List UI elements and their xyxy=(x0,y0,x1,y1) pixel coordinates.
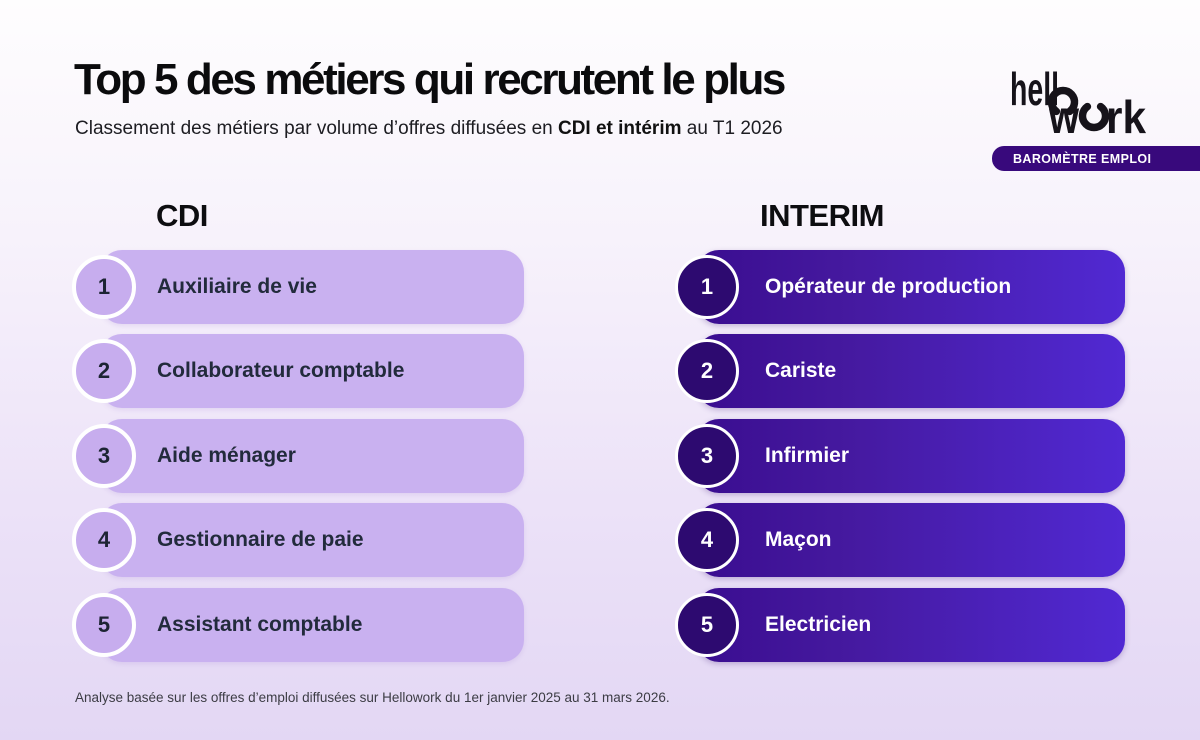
cdi-rank-row-2: Collaborateur comptable 2 xyxy=(72,334,524,408)
job-label: Collaborateur comptable xyxy=(157,359,405,382)
job-label: Auxiliaire de vie xyxy=(157,275,317,298)
rank-bar: Electricien xyxy=(697,588,1125,662)
rank-number-badge: 4 xyxy=(72,508,136,572)
rank-bar: Aide ménager xyxy=(100,419,524,493)
job-label: Gestionnaire de paie xyxy=(157,528,364,551)
rank-bar: Opérateur de production xyxy=(697,250,1125,324)
page-title: Top 5 des métiers qui recrutent le plus xyxy=(74,55,786,104)
rank-bar: Assistant comptable xyxy=(100,588,524,662)
rank-number-badge: 2 xyxy=(72,339,136,403)
logo-o-ring-top-icon xyxy=(1047,86,1079,116)
rank-bar: Collaborateur comptable xyxy=(100,334,524,408)
subtitle-suffix: au T1 2026 xyxy=(681,118,783,139)
barometre-emploi-badge: BAROMÈTRE EMPLOI xyxy=(992,146,1200,171)
cdi-rank-row-1: Auxiliaire de vie 1 xyxy=(72,250,524,324)
interim-rank-row-3: Infirmier 3 xyxy=(675,419,1125,493)
interim-rank-row-2: Cariste 2 xyxy=(675,334,1125,408)
rank-number-badge: 3 xyxy=(72,424,136,488)
job-label: Assistant comptable xyxy=(157,613,363,636)
rank-number-badge: 5 xyxy=(675,593,739,657)
rank-bar: Gestionnaire de paie xyxy=(100,503,524,577)
interim-rank-row-4: Maçon 4 xyxy=(675,503,1125,577)
rank-number-badge: 3 xyxy=(675,424,739,488)
rank-number-badge: 2 xyxy=(675,339,739,403)
rank-bar: Cariste xyxy=(697,334,1125,408)
interim-rank-row-1: Opérateur de production 1 xyxy=(675,250,1125,324)
job-label: Infirmier xyxy=(765,444,850,467)
subtitle-bold: CDI et intérim xyxy=(557,118,682,139)
job-label: Aide ménager xyxy=(157,444,296,467)
job-label: Electricien xyxy=(765,613,872,636)
hellowork-logo-icon: hell w rk xyxy=(1010,63,1146,142)
page-subtitle: Classement des métiers par volume d’offr… xyxy=(75,118,783,140)
rank-bar: Infirmier xyxy=(697,419,1125,493)
cdi-column-title: CDI xyxy=(156,198,208,233)
cdi-rank-row-3: Aide ménager 3 xyxy=(72,419,524,493)
cdi-rank-row-5: Assistant comptable 5 xyxy=(72,588,524,662)
job-label: Opérateur de production xyxy=(765,275,1012,298)
logo-text-w: w xyxy=(1048,91,1079,142)
rank-bar: Auxiliaire de vie xyxy=(100,250,524,324)
source-note: Analyse basée sur les offres d’emploi di… xyxy=(75,690,670,705)
rank-number-badge: 4 xyxy=(675,508,739,572)
logo-o-ring-bottom-icon xyxy=(1078,102,1110,132)
job-label: Cariste xyxy=(765,359,837,382)
rank-number-badge: 1 xyxy=(675,255,739,319)
rank-number-badge: 1 xyxy=(72,255,136,319)
rank-bar: Maçon xyxy=(697,503,1125,577)
interim-rank-row-5: Electricien 5 xyxy=(675,588,1125,662)
cdi-rank-row-4: Gestionnaire de paie 4 xyxy=(72,503,524,577)
interim-column-title: INTERIM xyxy=(760,198,884,233)
subtitle-prefix: Classement des métiers par volume d’offr… xyxy=(75,118,558,139)
rank-number-badge: 5 xyxy=(72,593,136,657)
logo-text-rk: rk xyxy=(1106,91,1146,142)
job-label: Maçon xyxy=(765,528,832,551)
